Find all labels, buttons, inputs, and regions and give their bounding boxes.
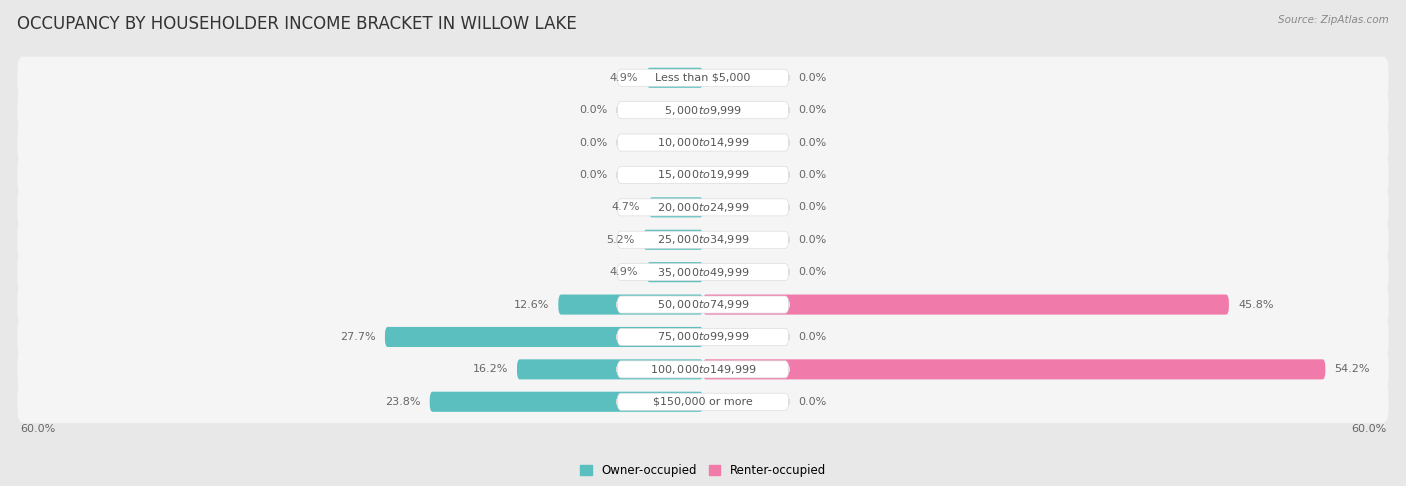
- Text: 4.9%: 4.9%: [609, 267, 637, 277]
- FancyBboxPatch shape: [617, 263, 789, 281]
- Text: 45.8%: 45.8%: [1239, 299, 1274, 310]
- Text: 0.0%: 0.0%: [799, 170, 827, 180]
- FancyBboxPatch shape: [647, 262, 703, 282]
- Text: $20,000 to $24,999: $20,000 to $24,999: [657, 201, 749, 214]
- FancyBboxPatch shape: [17, 251, 1389, 293]
- Text: 27.7%: 27.7%: [340, 332, 375, 342]
- Text: 5.2%: 5.2%: [606, 235, 634, 245]
- Text: 0.0%: 0.0%: [579, 105, 607, 115]
- FancyBboxPatch shape: [617, 393, 789, 410]
- Text: $150,000 or more: $150,000 or more: [654, 397, 752, 407]
- FancyBboxPatch shape: [650, 197, 703, 217]
- Text: Source: ZipAtlas.com: Source: ZipAtlas.com: [1278, 15, 1389, 25]
- Text: 0.0%: 0.0%: [799, 138, 827, 148]
- Text: $35,000 to $49,999: $35,000 to $49,999: [657, 266, 749, 278]
- Text: 0.0%: 0.0%: [799, 332, 827, 342]
- FancyBboxPatch shape: [17, 316, 1389, 358]
- FancyBboxPatch shape: [617, 329, 789, 346]
- Text: 16.2%: 16.2%: [472, 364, 508, 374]
- FancyBboxPatch shape: [17, 154, 1389, 196]
- FancyBboxPatch shape: [17, 122, 1389, 164]
- FancyBboxPatch shape: [17, 57, 1389, 99]
- Text: $100,000 to $149,999: $100,000 to $149,999: [650, 363, 756, 376]
- FancyBboxPatch shape: [17, 219, 1389, 261]
- FancyBboxPatch shape: [385, 327, 703, 347]
- Text: OCCUPANCY BY HOUSEHOLDER INCOME BRACKET IN WILLOW LAKE: OCCUPANCY BY HOUSEHOLDER INCOME BRACKET …: [17, 15, 576, 33]
- FancyBboxPatch shape: [617, 102, 789, 119]
- FancyBboxPatch shape: [703, 359, 1326, 380]
- Text: 0.0%: 0.0%: [799, 267, 827, 277]
- Text: 54.2%: 54.2%: [1334, 364, 1369, 374]
- FancyBboxPatch shape: [17, 283, 1389, 326]
- Text: 0.0%: 0.0%: [799, 202, 827, 212]
- FancyBboxPatch shape: [703, 295, 1229, 314]
- Text: 23.8%: 23.8%: [385, 397, 420, 407]
- Text: 4.9%: 4.9%: [609, 73, 637, 83]
- FancyBboxPatch shape: [617, 69, 789, 87]
- Text: 0.0%: 0.0%: [799, 397, 827, 407]
- Text: 60.0%: 60.0%: [20, 424, 55, 434]
- FancyBboxPatch shape: [430, 392, 703, 412]
- FancyBboxPatch shape: [617, 166, 789, 184]
- FancyBboxPatch shape: [647, 68, 703, 88]
- Text: Less than $5,000: Less than $5,000: [655, 73, 751, 83]
- Text: $50,000 to $74,999: $50,000 to $74,999: [657, 298, 749, 311]
- FancyBboxPatch shape: [17, 89, 1389, 131]
- Text: 4.7%: 4.7%: [612, 202, 640, 212]
- FancyBboxPatch shape: [617, 296, 789, 313]
- Text: $25,000 to $34,999: $25,000 to $34,999: [657, 233, 749, 246]
- Text: 0.0%: 0.0%: [579, 170, 607, 180]
- Text: 0.0%: 0.0%: [799, 73, 827, 83]
- Text: 0.0%: 0.0%: [579, 138, 607, 148]
- FancyBboxPatch shape: [17, 381, 1389, 423]
- FancyBboxPatch shape: [617, 199, 789, 216]
- FancyBboxPatch shape: [644, 230, 703, 250]
- Text: 0.0%: 0.0%: [799, 105, 827, 115]
- FancyBboxPatch shape: [617, 231, 789, 248]
- FancyBboxPatch shape: [517, 359, 703, 380]
- FancyBboxPatch shape: [617, 134, 789, 151]
- Text: $15,000 to $19,999: $15,000 to $19,999: [657, 169, 749, 181]
- Text: 60.0%: 60.0%: [1351, 424, 1386, 434]
- FancyBboxPatch shape: [558, 295, 703, 314]
- FancyBboxPatch shape: [17, 186, 1389, 228]
- Text: 0.0%: 0.0%: [799, 235, 827, 245]
- FancyBboxPatch shape: [617, 361, 789, 378]
- Text: $5,000 to $9,999: $5,000 to $9,999: [664, 104, 742, 117]
- Text: $75,000 to $99,999: $75,000 to $99,999: [657, 330, 749, 344]
- FancyBboxPatch shape: [17, 348, 1389, 390]
- Text: $10,000 to $14,999: $10,000 to $14,999: [657, 136, 749, 149]
- Text: 12.6%: 12.6%: [513, 299, 550, 310]
- Legend: Owner-occupied, Renter-occupied: Owner-occupied, Renter-occupied: [575, 460, 831, 482]
